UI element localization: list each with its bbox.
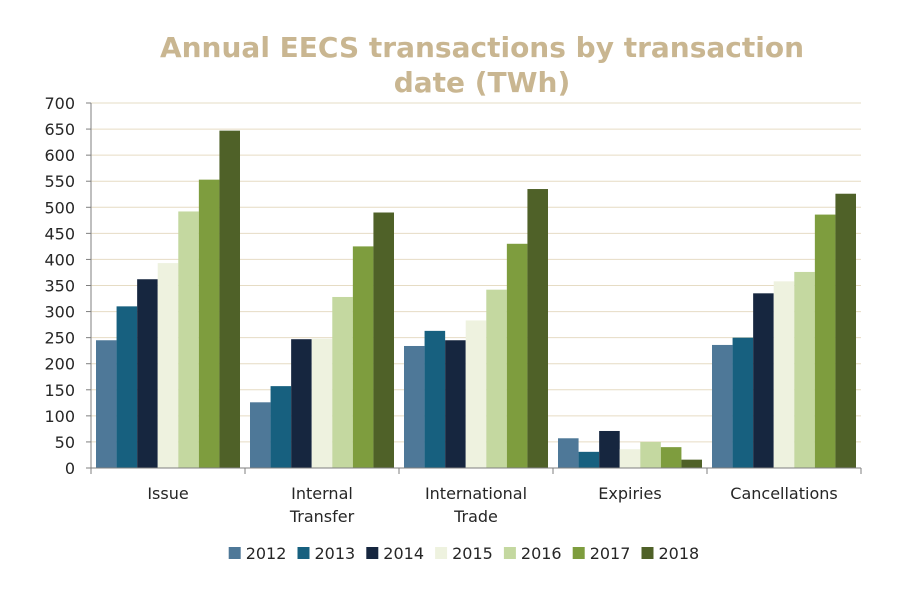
legend-item-2018: 2018 <box>641 544 700 563</box>
x-category-label: Trade <box>453 507 498 526</box>
bar-2018-cat-0 <box>219 130 240 468</box>
legend-label: 2017 <box>590 544 631 563</box>
y-tick-label: 550 <box>44 172 75 191</box>
legend: 2012 2013 2014 2015 2016 2017 2018 <box>228 544 700 563</box>
legend-item-2016: 2016 <box>503 544 562 563</box>
bar-2012-cat-0 <box>96 340 117 468</box>
bar-2016-cat-4 <box>794 271 815 468</box>
y-tick-label: 300 <box>44 303 75 322</box>
legend-swatch <box>572 547 585 559</box>
y-tick-label: 50 <box>55 433 75 452</box>
axes <box>86 102 862 474</box>
bar-2014-cat-4 <box>753 293 774 468</box>
y-tick-label: 400 <box>44 250 75 269</box>
legend-item-2013: 2013 <box>297 544 356 563</box>
bar-2013-cat-3 <box>578 451 600 468</box>
bar-2018-cat-4 <box>835 193 856 468</box>
bar-2012-cat-2 <box>404 345 425 468</box>
y-tick-label: 150 <box>44 381 75 400</box>
bar-2015-cat-3 <box>619 449 641 468</box>
y-tick-label: 500 <box>44 198 75 217</box>
bar-2017-cat-1 <box>352 246 374 468</box>
bar-2015-cat-2 <box>465 320 487 468</box>
y-tick-label: 350 <box>44 277 75 296</box>
legend-label: 2012 <box>246 544 287 563</box>
bar-2012-cat-1 <box>250 402 271 468</box>
x-category-label: Expiries <box>598 484 661 503</box>
bar-2016-cat-3 <box>640 441 661 468</box>
bar-2017-cat-0 <box>198 179 220 468</box>
legend-swatch <box>366 547 379 559</box>
legend-item-2015: 2015 <box>435 544 493 563</box>
x-category-label: Cancellations <box>730 484 837 503</box>
legend-label: 2014 <box>383 544 424 563</box>
x-category-label: Transfer <box>289 507 355 526</box>
y-tick-label: 650 <box>44 120 75 139</box>
y-axis-tick-labels: 0 50 100 150 200 250 300 350 400 450 500 550 600 650 7… <box>44 94 75 478</box>
legend-item-2012: 2012 <box>228 544 287 563</box>
bar-2013-cat-4 <box>732 337 754 468</box>
chart-title: Annual EECS transactions by transaction … <box>160 31 804 99</box>
y-tick-label: 0 <box>65 459 75 478</box>
y-tick-label: 100 <box>44 407 75 426</box>
bar-2012-cat-4 <box>712 344 733 468</box>
y-tick-label: 600 <box>44 146 75 165</box>
legend-swatch <box>228 547 241 559</box>
legend-swatch <box>641 547 654 559</box>
chart-title-line-1: Annual EECS transactions by transaction <box>160 31 804 64</box>
bar-2018-cat-2 <box>527 189 548 469</box>
bar-2016-cat-0 <box>178 211 199 468</box>
bar-2017-cat-3 <box>660 447 682 468</box>
bar-2014-cat-0 <box>137 279 158 468</box>
legend-label: 2013 <box>315 544 356 563</box>
bars <box>96 130 856 469</box>
bar-2016-cat-1 <box>332 296 353 468</box>
bar-2014-cat-3 <box>599 430 620 468</box>
bar-2018-cat-3 <box>681 459 702 468</box>
y-tick-label: 450 <box>44 224 75 243</box>
legend-label: 2015 <box>452 544 493 563</box>
x-axis-category-labels: Issue Internal Transfer International Trade E… <box>147 484 837 526</box>
legend-label: 2018 <box>659 544 700 563</box>
legend-item-2014: 2014 <box>366 544 424 563</box>
bar-2017-cat-2 <box>506 243 528 468</box>
x-category-label: Issue <box>147 484 188 503</box>
bar-2016-cat-2 <box>486 289 507 468</box>
y-tick-label: 200 <box>44 355 75 374</box>
bar-2014-cat-1 <box>291 339 312 468</box>
x-category-label: International <box>425 484 527 503</box>
bar-2013-cat-1 <box>270 386 292 468</box>
bar-2015-cat-0 <box>157 263 179 468</box>
bar-2017-cat-4 <box>814 214 836 468</box>
legend-swatch <box>503 547 516 559</box>
bar-2013-cat-0 <box>116 306 138 468</box>
chart-title-line-2: date (TWh) <box>394 66 571 99</box>
bar-2014-cat-2 <box>445 340 466 468</box>
legend-label: 2016 <box>521 544 562 563</box>
bar-2015-cat-4 <box>773 281 795 468</box>
y-tick-label: 700 <box>44 94 75 113</box>
bar-2018-cat-1 <box>373 212 394 468</box>
bar-2013-cat-2 <box>424 330 446 468</box>
x-category-label: Internal <box>291 484 353 503</box>
legend-swatch <box>297 547 310 559</box>
legend-swatch <box>435 547 448 559</box>
bar-2012-cat-3 <box>558 438 579 468</box>
legend-item-2017: 2017 <box>572 544 631 563</box>
y-tick-label: 250 <box>44 329 75 348</box>
bar-2015-cat-1 <box>311 338 333 468</box>
